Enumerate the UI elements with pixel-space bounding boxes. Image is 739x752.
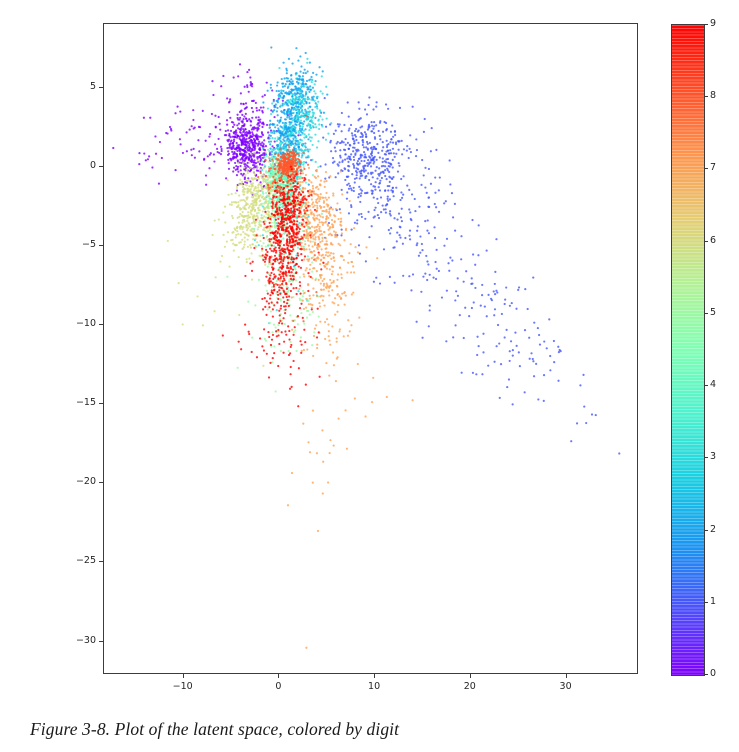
- x-tick-label: 30: [559, 681, 572, 692]
- scatter-canvas: [103, 23, 638, 674]
- x-tick-label: 10: [368, 681, 381, 692]
- colorbar-tick-mark: [704, 168, 708, 170]
- y-tick-mark: [99, 640, 103, 642]
- y-tick-mark: [99, 245, 103, 247]
- colorbar-tick-label: 3: [710, 451, 717, 463]
- colorbar-tick-mark: [704, 312, 708, 314]
- y-tick-label: −5: [81, 239, 96, 251]
- colorbar-tick-label: 4: [710, 379, 717, 391]
- colorbar-tick-mark: [704, 240, 708, 242]
- colorbar-tick-mark: [704, 529, 708, 531]
- colorbar: [671, 24, 705, 676]
- y-tick-label: 0: [89, 160, 96, 171]
- colorbar-tick-mark: [704, 385, 708, 387]
- x-tick-label: −10: [172, 681, 193, 692]
- y-tick-mark: [99, 86, 103, 88]
- y-tick-label: −25: [75, 555, 96, 567]
- colorbar-tick-label: 2: [710, 523, 717, 535]
- colorbar-tick-label: 1: [710, 595, 717, 607]
- y-tick-label: −15: [75, 397, 96, 409]
- colorbar-tick-mark: [704, 601, 708, 603]
- x-tick-mark: [278, 674, 280, 678]
- colorbar-tick-label: 7: [710, 162, 717, 174]
- y-tick-label: −30: [75, 634, 96, 646]
- colorbar-tick-mark: [704, 674, 708, 675]
- colorbar-tick-label: 9: [710, 18, 717, 29]
- colorbar-tick-label: 5: [710, 306, 717, 318]
- y-tick-mark: [99, 166, 103, 167]
- x-tick-mark: [182, 674, 184, 678]
- colorbar-tick-label: 6: [710, 234, 717, 246]
- colorbar-tick-mark: [704, 96, 708, 98]
- x-tick-mark: [374, 674, 376, 678]
- y-tick-mark: [99, 403, 103, 405]
- y-tick-mark: [99, 482, 103, 484]
- colorbar-tick-mark: [704, 457, 708, 459]
- colorbar-tick-label: 8: [710, 90, 717, 102]
- x-tick-label: 20: [463, 681, 476, 692]
- x-tick-mark: [565, 674, 567, 678]
- figure-caption: Figure 3-8. Plot of the latent space, co…: [30, 719, 400, 739]
- colorbar-tick-mark: [704, 24, 708, 25]
- y-tick-label: 5: [89, 80, 96, 92]
- x-tick-label: 0: [275, 681, 282, 692]
- y-tick-label: −10: [75, 318, 96, 330]
- colorbar-gradient: [672, 25, 704, 675]
- y-tick-label: −20: [75, 476, 96, 488]
- x-tick-mark: [469, 674, 471, 678]
- y-tick-mark: [99, 561, 103, 563]
- y-tick-mark: [99, 324, 103, 326]
- colorbar-tick-label: 0: [710, 668, 717, 679]
